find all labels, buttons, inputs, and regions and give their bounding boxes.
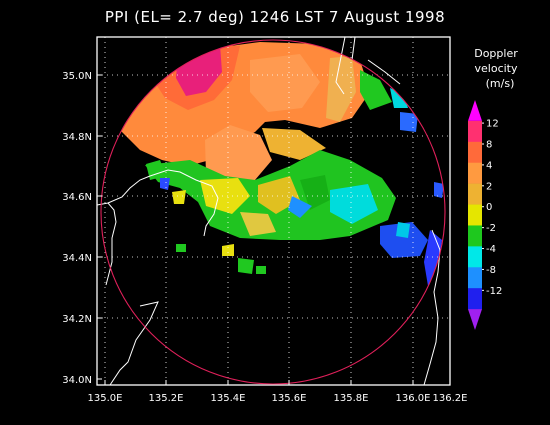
lon-tick: 136.0E bbox=[396, 393, 431, 404]
range-ring bbox=[100, 39, 446, 385]
echo-blue-spot bbox=[288, 196, 312, 218]
tick-marks bbox=[97, 74, 414, 385]
chart-title: PPI (EL= 2.7 deg) 1246 LST 7 August 1998 bbox=[104, 8, 446, 26]
legend-title-line: (m/s) bbox=[486, 77, 515, 90]
lat-tick: 34.0N bbox=[62, 375, 92, 386]
legend-title-line: velocity bbox=[475, 62, 518, 75]
echo-cell-ne-blue bbox=[400, 112, 418, 132]
lat-tick: 34.8N bbox=[62, 132, 92, 143]
echo-region-north-light bbox=[250, 54, 320, 112]
echo-convective-yellow-2 bbox=[258, 176, 300, 214]
lat-tick: 34.2N bbox=[62, 314, 92, 325]
echo-blue-region-east bbox=[380, 222, 428, 258]
echo-cell-sw-3 bbox=[256, 266, 266, 274]
echo-cell-sw-yellow bbox=[222, 244, 234, 256]
colorbar-segment bbox=[468, 309, 482, 330]
colorbar-label: 2 bbox=[486, 181, 492, 192]
lat-tick: 34.6N bbox=[62, 192, 92, 203]
colorbar-segment bbox=[468, 162, 482, 184]
echo-cell-west-1 bbox=[146, 160, 166, 180]
echo-convective-dark bbox=[300, 175, 330, 210]
lon-tick: 135.0E bbox=[88, 393, 123, 404]
legend-title-line: Doppler bbox=[474, 47, 518, 60]
colorbar-segment bbox=[468, 120, 482, 143]
echo-cell-west-yellow bbox=[172, 190, 186, 204]
colorbar-label: 8 bbox=[486, 139, 492, 150]
colorbar-label: 0 bbox=[486, 202, 492, 213]
grid bbox=[97, 37, 450, 385]
coastline-west-shore bbox=[107, 175, 151, 204]
echo-cyan-cell-east bbox=[396, 222, 410, 238]
echo-cell-sw-1 bbox=[176, 244, 186, 252]
lat-tick-labels: 35.0N 34.8N 34.6N 34.4N 34.2N 34.0N bbox=[62, 71, 92, 386]
colorbar-segment bbox=[468, 267, 482, 289]
lon-tick: 135.8E bbox=[334, 393, 369, 404]
coastline-osaka-bay bbox=[149, 169, 219, 237]
colorbar-segment bbox=[468, 288, 482, 310]
colorbar-segment bbox=[468, 204, 482, 226]
echo-band-middle bbox=[205, 125, 272, 186]
echo-cell-west-blue bbox=[160, 178, 170, 190]
lon-tick: 135.2E bbox=[149, 393, 184, 404]
colorbar bbox=[468, 100, 482, 330]
echo-cell-far-east bbox=[434, 182, 444, 198]
velocity-legend: Doppler velocity (m/s) 12 8 4 2 0 -2 -4 -8 -12 bbox=[468, 47, 518, 330]
lon-tick: 135.6E bbox=[272, 393, 307, 404]
coastline-north bbox=[335, 36, 346, 95]
coastline-southwest bbox=[109, 301, 159, 386]
colorbar-labels: 12 8 4 2 0 -2 -4 -8 -12 bbox=[482, 119, 502, 297]
echo-region-ne-green bbox=[360, 70, 392, 110]
echo-cyan-region bbox=[330, 184, 378, 224]
colorbar-label: 4 bbox=[486, 160, 492, 171]
colorbar-segment bbox=[468, 183, 482, 205]
colorbar-label: -8 bbox=[486, 265, 496, 276]
colorbar-segment bbox=[468, 100, 482, 121]
colorbar-label: -2 bbox=[486, 223, 496, 234]
colorbar-label: -12 bbox=[486, 286, 502, 297]
coastline-northeast bbox=[367, 59, 401, 85]
colorbar-segment bbox=[468, 225, 482, 247]
colorbar-label: 12 bbox=[486, 119, 499, 130]
echo-cell-sw-2 bbox=[238, 258, 254, 274]
lat-tick: 34.4N bbox=[62, 253, 92, 264]
echo-region-ne-cyan bbox=[390, 88, 408, 108]
lat-tick: 35.0N bbox=[62, 71, 92, 82]
colorbar-label: -4 bbox=[486, 244, 496, 255]
lon-tick: 136.2E bbox=[433, 393, 468, 404]
colorbar-segment bbox=[468, 141, 482, 164]
coastline-north-2 bbox=[351, 36, 356, 61]
colorbar-segment bbox=[468, 246, 482, 268]
echo-convective-yellow-3 bbox=[240, 212, 276, 236]
lon-tick-labels: 135.0E 135.2E 135.4E 135.6E 135.8E 136.0… bbox=[88, 393, 468, 404]
lon-tick: 135.4E bbox=[211, 393, 246, 404]
